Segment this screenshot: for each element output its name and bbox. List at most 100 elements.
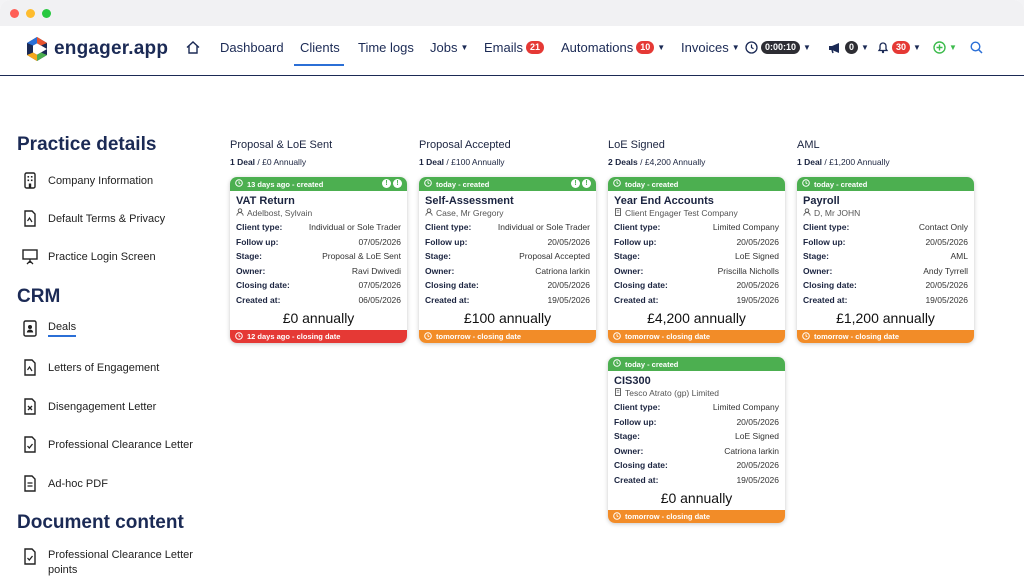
deal-client[interactable]: D, Mr JOHN [803,208,968,218]
field-label: Stage: [614,251,640,261]
sidebar-item-default-terms[interactable]: Default Terms & Privacy [22,210,165,227]
nav-invoices[interactable]: Invoices ▼ [681,40,740,55]
home-icon[interactable] [186,41,200,54]
info-icon[interactable]: ! [382,179,391,188]
notifications-badge: 30 [892,41,911,54]
card-field-stage: Stage: Proposal Accepted [425,249,590,264]
close-window-button[interactable] [10,8,19,18]
nav-dashboard[interactable]: Dashboard [220,40,284,55]
deal-client[interactable]: Case, Mr Gregory [425,208,590,218]
nav-automations[interactable]: Automations 10 ▼ [561,40,665,55]
announcements-control[interactable]: 0 ▼ [828,41,869,54]
timer-value: 0:00:10 [761,41,801,54]
field-value: 20/05/2026 [925,236,968,247]
created-relative: today - created [436,179,490,189]
field-value: 07/05/2026 [358,236,401,247]
deal-card[interactable]: today - created Payroll D, Mr JOHN Client t… [797,177,974,343]
client-name: Case, Mr Gregory [436,208,504,218]
card-field-client-type: Client type: Individual or Sole Trader [236,220,401,235]
deal-card[interactable]: today - created CIS300 Tesco Atrato (gp) L… [608,357,785,523]
field-label: Owner: [614,265,644,276]
sidebar-item-letters-of-engagement[interactable]: Letters of Engagement [22,359,159,376]
card-created-banner: today - created!! [419,177,596,191]
created-relative: today - created [625,359,679,369]
info-icon[interactable]: ! [582,179,591,188]
field-value: 20/05/2026 [736,236,779,247]
add-new-control[interactable]: ▼ [933,41,957,54]
card-field-client-type: Client type: Contact Only [803,220,968,235]
nav-time-logs[interactable]: Time logs [358,40,414,55]
card-field-owner: Owner: Ravi Dwivedi [236,264,401,279]
field-label: Owner: [236,265,266,276]
sidebar-item-deals[interactable]: Deals [22,320,77,337]
sidebar-item-company-information[interactable]: Company Information [22,172,153,189]
field-value: 06/05/2026 [358,294,401,305]
card-field-closing-date: Closing date: 20/05/2026 [614,278,779,293]
card-field-follow-up: Follow up: 20/05/2026 [614,235,779,250]
card-field-created-at: Created at: 06/05/2026 [236,293,401,308]
field-label: Follow up: [803,236,846,247]
card-field-closing-date: Closing date: 20/05/2026 [803,278,968,293]
notifications-control[interactable]: 30 ▼ [877,41,921,54]
search-icon[interactable] [970,41,983,54]
clock-icon [235,331,243,342]
deal-count: 2 Deals [608,157,638,167]
field-label: Stage: [803,251,829,261]
bell-icon [877,42,889,54]
app-logo[interactable]: engager.app [26,36,168,62]
nav-emails[interactable]: Emails 21 [484,40,545,55]
deal-title[interactable]: Self-Assessment [425,195,514,207]
deal-title[interactable]: CIS300 [614,375,651,387]
deal-client[interactable]: Adelbost, Sylvain [236,208,401,218]
clock-icon [802,331,810,342]
deal-client[interactable]: Client Engager Test Company [614,208,779,218]
timer-control[interactable]: 0:00:10 ▼ [745,41,811,54]
nav-jobs-label: Jobs [430,40,458,55]
field-label: Client type: [614,402,661,412]
sidebar-item-ad-hoc-pdf[interactable]: Ad-hoc PDF [22,475,108,492]
card-field-owner: Owner: Priscilla Nicholls [614,264,779,279]
person-icon [425,208,433,218]
field-label: Follow up: [614,236,657,247]
sidebar-item-label: Ad-hoc PDF [48,477,108,490]
maximize-window-button[interactable] [42,8,51,18]
field-value: Proposal & LoE Sent [322,251,401,261]
field-value: 19/05/2026 [736,294,779,305]
deal-title[interactable]: VAT Return [236,195,295,207]
field-value: Priscilla Nicholls [717,265,779,276]
card-closing-banner: tomorrow - closing date [608,510,785,523]
window-titlebar [0,0,1024,26]
column-title: AML [797,139,820,151]
deal-card[interactable]: 13 days ago - created!! VAT Return Adelbos… [230,177,407,343]
created-relative: today - created [625,179,679,189]
nav-jobs[interactable]: Jobs ▼ [430,40,468,55]
card-created-banner: today - created [608,357,785,371]
deal-card[interactable]: today - created Year End Accounts Client E… [608,177,785,343]
card-field-follow-up: Follow up: 20/05/2026 [425,235,590,250]
field-label: Created at: [614,474,659,485]
nav-clients[interactable]: Clients [300,40,340,55]
field-label: Created at: [614,294,659,305]
field-label: Stage: [425,251,451,261]
field-value: Limited Company [712,402,779,412]
person-icon [803,208,811,218]
sidebar-item-professional-clearance-letter[interactable]: Professional Clearance Letter [22,436,193,453]
sidebar-item-clearance-letter-points[interactable]: Professional Clearance Letter points [22,548,208,576]
deal-title[interactable]: Year End Accounts [614,195,714,207]
chevron-down-icon: ▼ [913,43,921,52]
sidebar-item-disengagement-letter[interactable]: Disengagement Letter [22,398,156,415]
deal-card[interactable]: today - created!! Self-Assessment Case, Mr… [419,177,596,343]
deal-client[interactable]: Tesco Atrato (gp) Limited [614,388,779,398]
field-value: 20/05/2026 [736,280,779,290]
deal-count: 1 Deal [419,157,445,167]
nav-emails-label: Emails [484,40,524,55]
minimize-window-button[interactable] [26,8,35,18]
field-label: Closing date: [236,280,290,290]
nav-invoices-label: Invoices [681,40,729,55]
info-icon[interactable]: ! [571,179,580,188]
chevron-down-icon: ▼ [460,43,469,52]
deal-title[interactable]: Payroll [803,195,840,207]
sidebar-item-practice-login-screen[interactable]: Practice Login Screen [22,248,156,265]
info-icon[interactable]: ! [393,179,402,188]
created-relative: today - created [814,179,868,189]
